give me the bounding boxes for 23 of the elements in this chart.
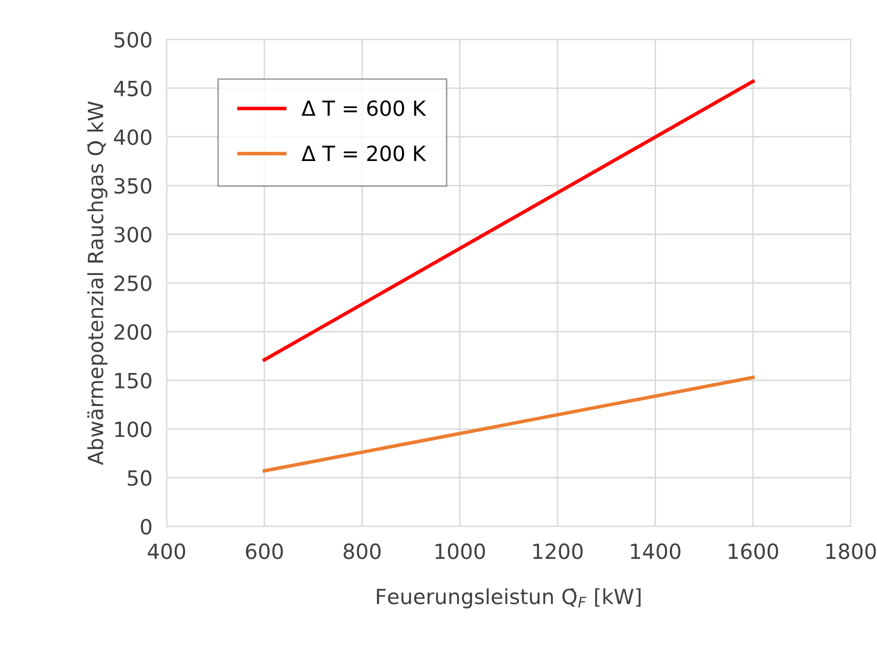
y-tick-label: 200: [114, 324, 152, 340]
y-tick-label: 450: [114, 80, 152, 96]
x-tick-label: 1000: [436, 543, 485, 560]
x-tick-label: 400: [148, 543, 186, 560]
y-tick-label: 400: [114, 129, 152, 146]
y-tick-label: 350: [114, 178, 152, 194]
y-tick-label: 50: [128, 470, 152, 486]
y-axis-title: Abwärmepotenzial Rauchgas Q̇ kW: [87, 101, 108, 465]
y-tick-label: 100: [115, 421, 152, 438]
x-tick-label: 800: [344, 543, 381, 560]
y-tick-label: 500: [114, 32, 152, 48]
y-tick-label: 300: [114, 226, 152, 242]
x-tick-label: 600: [246, 543, 283, 560]
y-tick-label: 150: [115, 372, 152, 389]
legend-label: Δ T = 200 K: [302, 145, 426, 162]
legend-label: Δ T = 600 K: [302, 100, 426, 116]
x-tick-label: 1200: [533, 543, 583, 560]
y-tick-label: 0: [140, 518, 152, 535]
x-tick-label: 1400: [631, 543, 680, 560]
x-tick-label: 1800: [826, 543, 876, 560]
x-axis-title: Feuerungsleistun Q̇$_{F}$ [kW]: [376, 588, 641, 608]
x-tick-label: 1600: [728, 543, 778, 560]
y-tick-label: 250: [114, 275, 152, 292]
